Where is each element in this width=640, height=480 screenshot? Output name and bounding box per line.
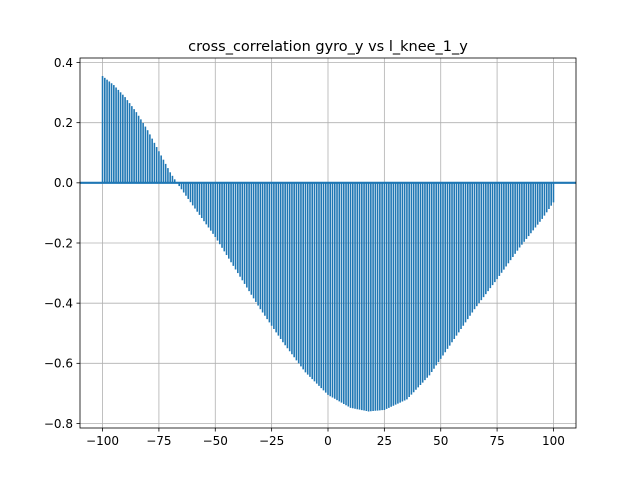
x-tick-label: 0 xyxy=(324,434,332,448)
y-tick-label: −0.2 xyxy=(44,236,73,250)
x-tick-label: 50 xyxy=(433,434,448,448)
x-tick-label: −100 xyxy=(86,434,119,448)
y-tick-label: 0.2 xyxy=(54,116,73,130)
y-tick-label: 0.0 xyxy=(54,176,73,190)
chart-title: cross_correlation gyro_y vs l_knee_1_y xyxy=(188,39,468,55)
y-tick-label: −0.8 xyxy=(44,417,73,431)
x-tick-label: −25 xyxy=(259,434,284,448)
y-tick-label: −0.6 xyxy=(44,357,73,371)
y-tick-label: −0.4 xyxy=(44,296,73,310)
x-tick-label: 100 xyxy=(542,434,565,448)
bar-series xyxy=(101,76,555,412)
x-tick-label: 25 xyxy=(377,434,392,448)
x-tick-label: −75 xyxy=(146,434,171,448)
axes: −100 −75 −50 −25 0 25 50 75 100 −0.8 −0.6 −0.4 −0.2 0… xyxy=(44,56,565,448)
y-tick-label: 0.4 xyxy=(54,56,73,70)
x-tick-label: −50 xyxy=(203,434,228,448)
x-tick-label: 75 xyxy=(489,434,504,448)
